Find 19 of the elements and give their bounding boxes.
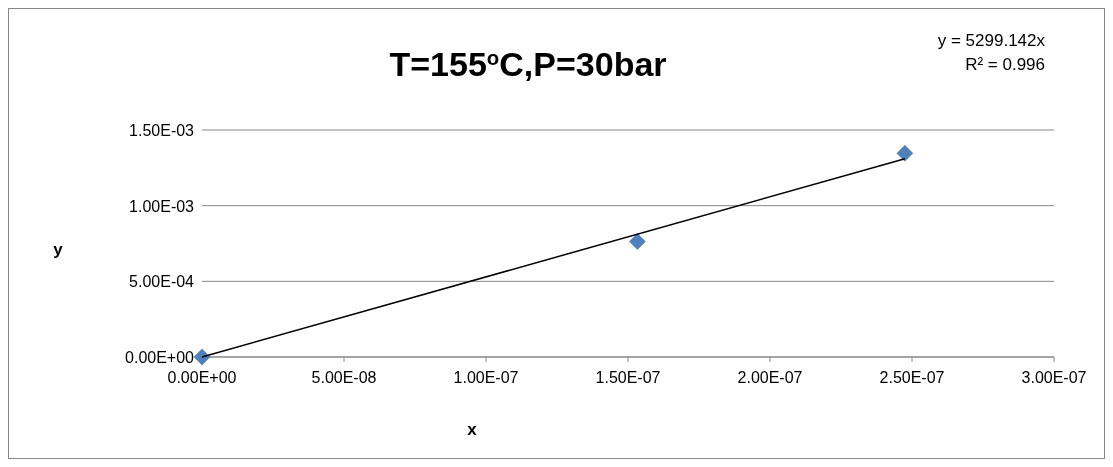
- y-tick-label: 1.50E-03: [129, 122, 195, 139]
- text: y = 5299.142x: [937, 31, 1046, 50]
- x-tick-label: 0.00E+00: [167, 369, 237, 386]
- chart-title: T=155$^{o}$C,P=30bar: [389, 45, 667, 83]
- x-tick-label: 3.00E-07: [1021, 369, 1087, 386]
- y-axis-title: y: [53, 240, 64, 259]
- point: [629, 233, 646, 250]
- y-tick-label: 0.00E+00: [125, 349, 195, 366]
- x-tick-label: 1.00E-07: [453, 369, 519, 386]
- x-axis-title: x: [467, 420, 478, 439]
- point: [896, 145, 914, 162]
- y-tick-label: 5.00E-04: [129, 273, 195, 291]
- x-tick-label: 2.50E-07: [879, 369, 945, 386]
- point: [193, 348, 211, 366]
- x-tick-label: 2.00E-07: [737, 369, 803, 386]
- y-tick-label: 1.00E-03: [129, 197, 195, 215]
- x-tick-label: 5.00E-08: [311, 369, 377, 386]
- x-tick-label: 1.50E-07: [595, 369, 661, 386]
- text: R² = 0.996: [965, 55, 1045, 74]
